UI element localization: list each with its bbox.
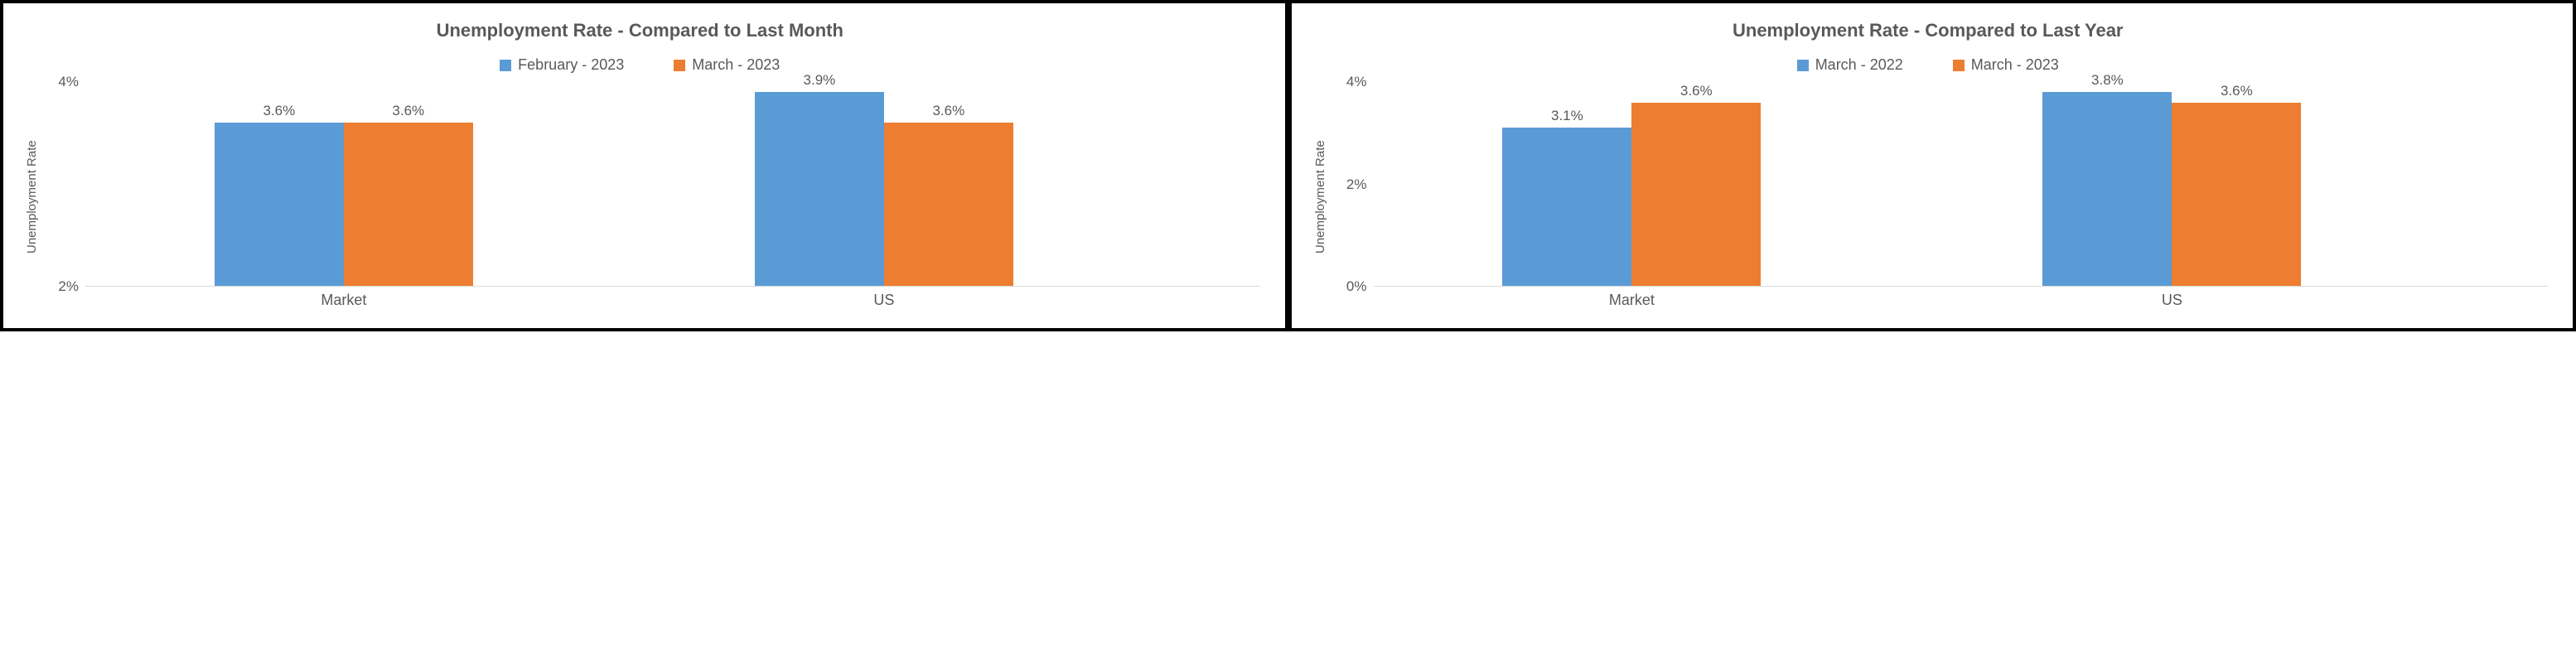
bar-group: 3.6%3.6% [215,82,473,286]
y-axis-label: Unemployment Rate [1308,82,1332,312]
bar: 3.8% [2042,92,2172,286]
bar: 3.1% [1502,128,1631,286]
chart-panel-month: Unemployment Rate - Compared to Last Mon… [0,0,1288,331]
bar-value-label: 3.6% [932,103,964,119]
legend-label: March - 2023 [692,56,780,74]
chart-title: Unemployment Rate - Compared to Last Yea… [1308,20,2549,41]
x-tick-label: Market [321,292,366,309]
bar-group: 3.8%3.6% [2042,82,2301,286]
chart-legend: February - 2023 March - 2023 [20,56,1260,74]
x-tick-label: US [2162,292,2182,309]
legend-label: February - 2023 [518,56,624,74]
y-tick-label: 2% [1346,176,1367,193]
bar-value-label: 3.6% [263,103,296,119]
bar: 3.6% [215,123,344,286]
x-axis: Market US [1374,287,2549,312]
bar-value-label: 3.9% [804,72,836,89]
legend-item: March - 2022 [1797,56,1903,74]
legend-swatch [674,60,685,71]
legend-item: March - 2023 [674,56,780,74]
bar: 3.6% [344,123,473,286]
y-axis-label: Unemployment Rate [20,82,44,312]
bar: 3.6% [884,123,1013,286]
chart-title: Unemployment Rate - Compared to Last Mon… [20,20,1260,41]
bar-value-label: 3.6% [1680,83,1713,99]
bar-value-label: 3.6% [392,103,424,119]
y-axis: 2%4% [44,82,85,287]
bar-group: 3.9%3.6% [755,82,1013,286]
y-tick-label: 0% [1346,278,1367,295]
bar: 3.9% [755,92,884,286]
x-tick-label: Market [1609,292,1655,309]
legend-label: March - 2022 [1815,56,1903,74]
chart-legend: March - 2022 March - 2023 [1308,56,2549,74]
y-tick-label: 4% [1346,74,1367,90]
x-axis: Market US [85,287,1260,312]
legend-swatch [500,60,511,71]
legend-item: March - 2023 [1953,56,2059,74]
legend-label: March - 2023 [1971,56,2059,74]
y-tick-label: 4% [58,74,79,90]
bar-group: 3.1%3.6% [1502,82,1761,286]
x-tick-label: US [873,292,894,309]
y-tick-label: 2% [58,278,79,295]
bars-region: 3.1%3.6%3.8%3.6% [1374,82,2549,287]
bar-value-label: 3.8% [2091,72,2124,89]
legend-swatch [1797,60,1809,71]
bars-region: 3.6%3.6%3.9%3.6% [85,82,1260,287]
bar-value-label: 3.6% [2221,83,2253,99]
bar: 3.6% [1631,103,1761,286]
y-axis: 0%2%4% [1332,82,1374,287]
bar-value-label: 3.1% [1551,108,1583,124]
legend-item: February - 2023 [500,56,624,74]
bar: 3.6% [2172,103,2301,286]
chart-panel-year: Unemployment Rate - Compared to Last Yea… [1288,0,2576,331]
legend-swatch [1953,60,1965,71]
